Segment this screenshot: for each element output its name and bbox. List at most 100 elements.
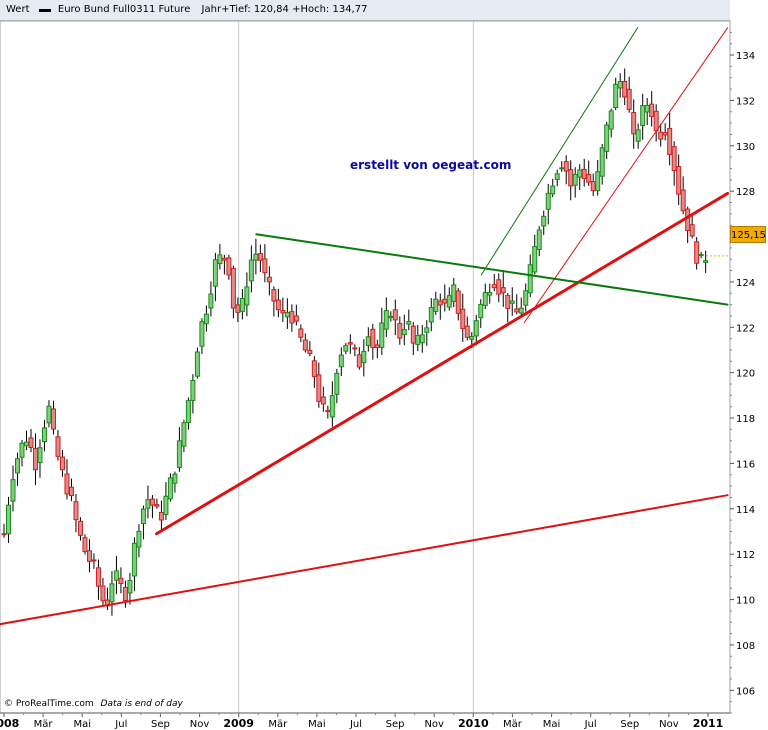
x-tick-label: Mai — [73, 719, 91, 730]
candle-up — [383, 310, 389, 330]
candle-down — [626, 88, 632, 110]
candle-down — [289, 311, 295, 324]
candle-up — [212, 259, 218, 287]
x-tick-label: Jul — [114, 719, 127, 730]
candle-up — [523, 290, 529, 306]
candle-up — [509, 300, 515, 304]
candle-down — [122, 586, 128, 602]
watermark-text: erstellt von oegeat.com — [350, 158, 512, 172]
candle-up — [559, 167, 565, 170]
candle-down — [118, 577, 124, 584]
candle-down — [455, 290, 461, 314]
x-tick-label: Nov — [190, 719, 210, 730]
candle-up — [41, 427, 47, 443]
candle-down — [298, 328, 304, 338]
x-tick-label: 2011 — [693, 717, 724, 730]
candle-up — [613, 83, 619, 108]
x-tick-label: 2010 — [458, 717, 489, 730]
candle-down — [82, 537, 88, 553]
candle-up — [388, 315, 394, 319]
x-tick-label: Nov — [659, 719, 679, 730]
candle-down — [586, 174, 592, 183]
x-tick-label: Jul — [349, 719, 362, 730]
candle-down — [86, 550, 92, 562]
candle-up — [419, 334, 425, 344]
candle-down — [631, 112, 637, 135]
candle-up — [550, 185, 556, 195]
candle-up — [424, 327, 430, 333]
candle-down — [437, 300, 443, 306]
candle-down — [356, 354, 362, 368]
candle-up — [329, 395, 335, 418]
candle-down — [563, 161, 569, 172]
candle-down — [275, 299, 281, 311]
candle-up — [644, 105, 650, 113]
candle-up — [577, 169, 583, 178]
candle-up — [698, 254, 704, 257]
candle-down — [622, 80, 628, 98]
candle-up — [469, 336, 475, 340]
candle-up — [145, 499, 151, 509]
candle-down — [347, 342, 353, 345]
trendline-red-2 — [155, 191, 730, 536]
y-tick-label: 106 — [736, 686, 755, 697]
y-tick-label: 124 — [736, 278, 755, 289]
candle-up — [5, 504, 11, 535]
candle-down — [460, 308, 466, 330]
x-tick-label: 2009 — [223, 717, 254, 730]
candle-up — [433, 298, 439, 312]
candle-down — [500, 287, 506, 294]
candle-up — [473, 320, 479, 337]
candle-up — [604, 124, 610, 152]
candle-up — [113, 570, 119, 581]
candle-down — [154, 504, 160, 507]
candle-up — [478, 303, 484, 319]
candle-up — [127, 579, 133, 594]
x-tick-label: Mär — [503, 719, 523, 730]
candle-down — [410, 325, 416, 344]
grid — [0, 20, 731, 714]
candle-down — [91, 559, 97, 562]
candle-down — [230, 267, 236, 309]
candle-down — [158, 511, 164, 521]
candle-down — [64, 473, 70, 495]
candle-down — [293, 315, 299, 322]
x-tick-label: 2008 — [0, 717, 19, 730]
candle-up — [248, 259, 254, 282]
candle-down — [392, 309, 398, 321]
candle-down — [257, 253, 263, 261]
candle-down — [568, 169, 574, 187]
candle-down — [100, 585, 106, 602]
trendline-red-3 — [523, 27, 729, 324]
y-tick-label: 128 — [736, 187, 755, 198]
candle-up — [190, 379, 196, 401]
candles — [1, 68, 709, 616]
candle-up — [545, 192, 551, 210]
candle-up — [482, 292, 488, 307]
footer-note: © ProRealTime.com Data is end of day — [4, 699, 183, 709]
candle-up — [487, 292, 493, 296]
candle-up — [595, 171, 601, 192]
candle-up — [527, 264, 533, 294]
candle-up — [208, 293, 214, 309]
candle-up — [167, 477, 173, 500]
candle-up — [131, 542, 137, 577]
candle-down — [694, 241, 700, 264]
candle-up — [181, 422, 187, 447]
y-tick-label: 114 — [736, 505, 755, 516]
candle-up — [428, 307, 434, 323]
candle-up — [518, 307, 524, 314]
candle-down — [370, 328, 376, 348]
candle-up — [194, 351, 200, 377]
data-note: Data is end of day — [100, 699, 183, 709]
candle-down — [671, 146, 677, 172]
candle-up — [451, 284, 457, 302]
trendline-green-4 — [255, 233, 729, 306]
candle-up — [239, 297, 245, 312]
candle-up — [536, 229, 542, 250]
candle-down — [397, 322, 403, 339]
candle-up — [253, 253, 259, 261]
x-tick-label: Nov — [424, 719, 444, 730]
candle-up — [635, 129, 641, 142]
candle-down — [653, 110, 659, 132]
